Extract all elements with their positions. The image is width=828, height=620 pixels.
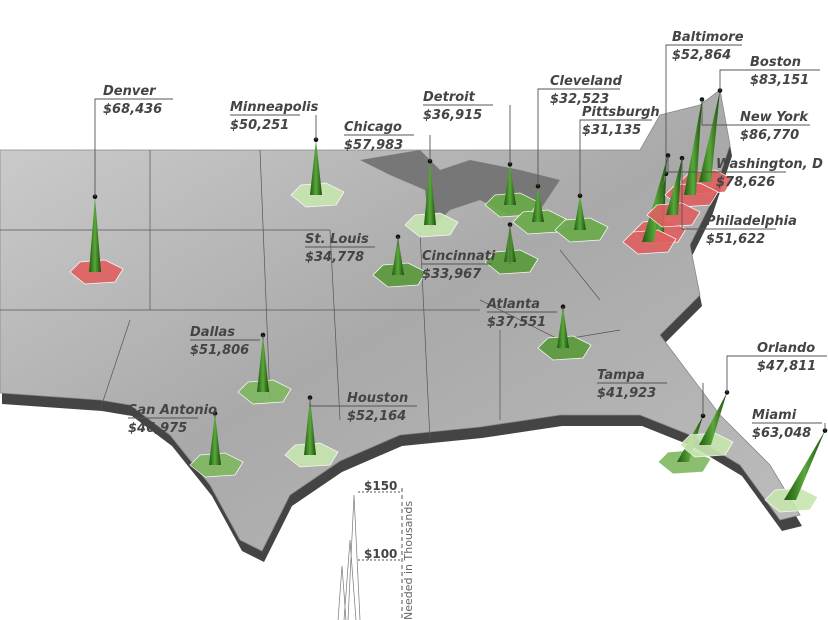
city-value: $37,551	[487, 315, 546, 330]
spike-tip	[699, 97, 705, 102]
spike	[784, 430, 825, 500]
city-value: $34,778	[305, 250, 364, 265]
legend: Needed in Thousands $150 $100	[337, 479, 415, 620]
city-value: $36,915	[423, 108, 482, 123]
city-name: Washington, D	[716, 157, 823, 172]
city-name: Minneapolis	[230, 100, 319, 115]
city-value: $63,048	[752, 426, 811, 441]
spike	[666, 158, 682, 215]
city-name: Pittsburgh	[582, 105, 660, 120]
spike	[209, 413, 221, 465]
spike	[557, 306, 569, 348]
city-value: $78,626	[716, 175, 775, 190]
city-name: Tampa	[597, 368, 645, 383]
city-name: Denver	[103, 84, 157, 99]
city-name: Chicago	[344, 120, 402, 135]
city-value: $51,806	[190, 343, 249, 358]
spike	[699, 90, 720, 182]
legend-tick-label: $150	[364, 479, 397, 493]
spike	[304, 397, 316, 455]
legend-spikes	[337, 494, 361, 620]
city-layer: Denver $68,436 Minneapolis $50,251 Chicago $5…	[69, 30, 828, 513]
spike	[424, 161, 436, 225]
city-value: $68,436	[103, 102, 162, 117]
land	[0, 89, 801, 552]
city-value: $32,523	[550, 92, 609, 107]
city-value: $51,622	[706, 232, 765, 247]
spike	[574, 195, 586, 230]
city-name: Baltimore	[672, 30, 744, 45]
spike	[504, 164, 516, 205]
spike	[310, 139, 322, 195]
spike	[89, 196, 101, 272]
city-name: St. Louis	[305, 232, 369, 247]
city-name: Atlanta	[486, 297, 540, 312]
city-name: Detroit	[423, 90, 476, 105]
city-name: Boston	[750, 55, 801, 70]
city-name: Philadelphia	[706, 214, 797, 229]
city-name: Orlando	[757, 341, 815, 356]
city-name: New York	[740, 110, 809, 125]
city-value: $86,770	[740, 128, 799, 143]
city-value: $50,251	[230, 118, 289, 133]
city-value: $52,164	[347, 409, 406, 424]
spike	[642, 155, 668, 242]
spike-tip	[822, 428, 828, 433]
city-value: $52,864	[672, 48, 731, 63]
city-name: Cincinnati	[422, 249, 496, 264]
city-value: $41,923	[597, 386, 656, 401]
city-name: Houston	[347, 391, 408, 406]
city-name: San Antonio	[128, 403, 217, 418]
spike	[532, 186, 544, 222]
city-value: $57,983	[344, 138, 403, 153]
legend-title: Needed in Thousands	[402, 501, 415, 620]
city-value: $47,811	[757, 359, 816, 374]
city-name: Cleveland	[550, 74, 623, 89]
city-value: $46,975	[128, 421, 187, 436]
spike	[392, 236, 404, 275]
city-value: $31,135	[582, 123, 641, 138]
spike	[684, 99, 702, 195]
city-value: $83,151	[750, 73, 809, 88]
city-value: $33,967	[422, 267, 482, 282]
spike	[257, 335, 269, 392]
city-name: Dallas	[190, 325, 235, 340]
legend-tick-label: $100	[364, 547, 397, 561]
spike	[699, 392, 727, 445]
city-name: Miami	[752, 408, 797, 423]
